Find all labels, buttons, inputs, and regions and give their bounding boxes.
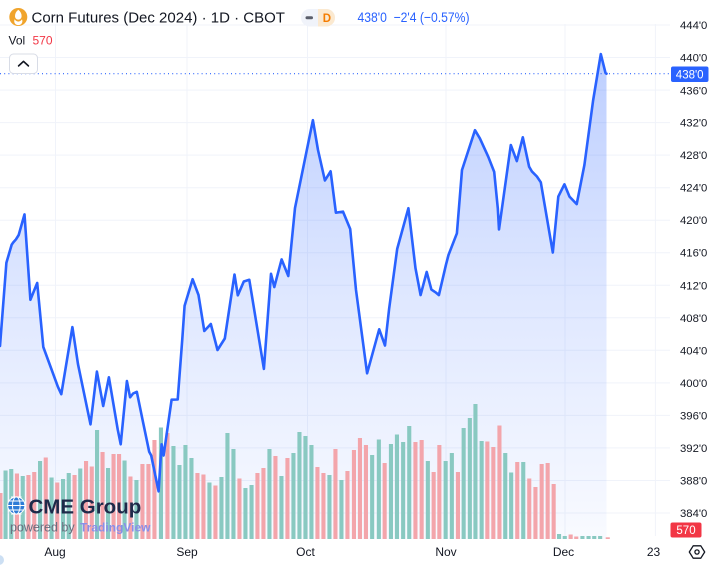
- svg-text:23: 23: [647, 545, 661, 559]
- svg-text:404'0: 404'0: [680, 345, 707, 357]
- svg-text:412'0: 412'0: [680, 280, 707, 292]
- svg-text:D: D: [323, 13, 331, 25]
- svg-text:Oct: Oct: [296, 545, 315, 559]
- svg-text:436'0: 436'0: [680, 86, 707, 98]
- svg-text:Aug: Aug: [44, 545, 65, 559]
- svg-text:Vol: Vol: [9, 34, 26, 48]
- svg-text:TradingView: TradingView: [80, 520, 151, 534]
- svg-text:420'0: 420'0: [680, 215, 707, 227]
- svg-text:396'0: 396'0: [680, 410, 707, 422]
- svg-text:400'0: 400'0: [680, 378, 707, 390]
- svg-text:Dec: Dec: [553, 545, 574, 559]
- svg-text:432'0: 432'0: [680, 118, 707, 130]
- svg-text:440'0: 440'0: [680, 53, 707, 65]
- svg-text:424'0: 424'0: [680, 183, 707, 195]
- svg-text:438'0 −2'4 (−0.57%): 438'0 −2'4 (−0.57%): [358, 9, 470, 25]
- svg-text:384'0: 384'0: [680, 508, 707, 520]
- svg-text:CME Group: CME Group: [29, 495, 142, 518]
- svg-text:powered by: powered by: [10, 521, 75, 535]
- svg-text:388'0: 388'0: [680, 476, 707, 488]
- svg-text:Corn Futures (Dec 2024) · 1D ·: Corn Futures (Dec 2024) · 1D · CBOT: [32, 9, 285, 26]
- svg-text:570: 570: [33, 34, 53, 48]
- svg-text:438'0: 438'0: [676, 69, 704, 81]
- svg-text:392'0: 392'0: [680, 443, 707, 455]
- svg-text:570: 570: [676, 525, 695, 537]
- svg-text:408'0: 408'0: [680, 313, 707, 325]
- svg-text:Nov: Nov: [435, 545, 456, 559]
- svg-text:Sep: Sep: [176, 545, 198, 559]
- svg-text:416'0: 416'0: [680, 248, 707, 260]
- svg-text:444'0: 444'0: [680, 20, 707, 32]
- svg-text:428'0: 428'0: [680, 150, 707, 162]
